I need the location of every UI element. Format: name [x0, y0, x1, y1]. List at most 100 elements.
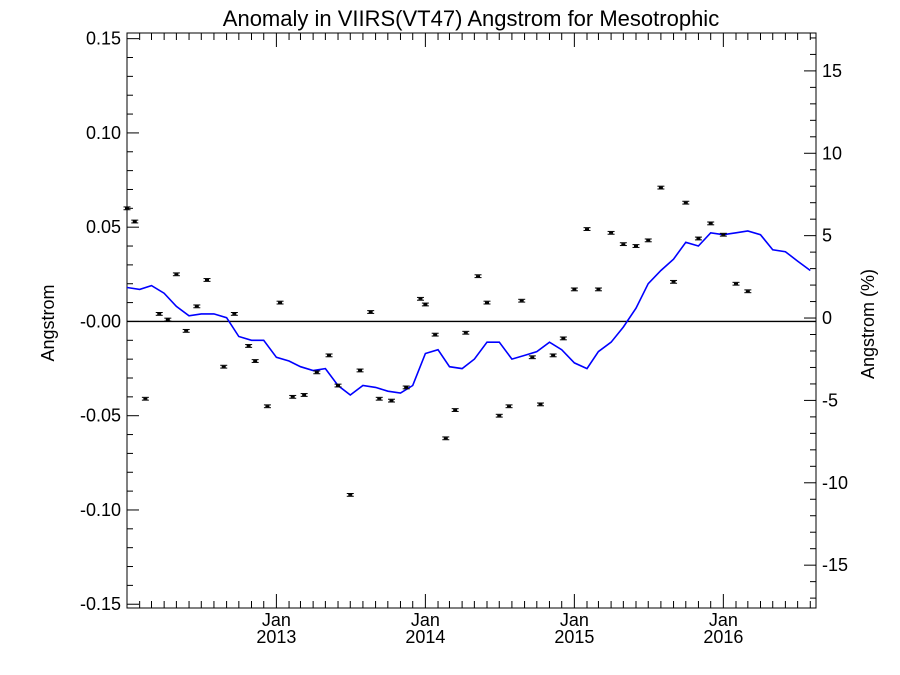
point-marker: [433, 333, 438, 336]
point-marker: [174, 273, 179, 276]
y-right-tick-label: 0: [822, 308, 832, 328]
y-left-tick-label: -0.00: [80, 311, 121, 331]
anomaly-point: [313, 370, 321, 375]
anomaly-point: [505, 404, 513, 409]
anomaly-point: [707, 221, 715, 226]
point-marker: [336, 384, 341, 387]
anomaly-point: [123, 206, 131, 211]
point-marker: [314, 371, 319, 374]
point-marker: [519, 299, 524, 302]
anomaly-point: [732, 281, 740, 286]
point-marker: [561, 337, 566, 340]
x-tick-year: 2013: [256, 627, 296, 647]
point-marker: [683, 201, 688, 204]
y-axis-left-label: Angstrom: [38, 284, 58, 361]
point-marker: [596, 288, 601, 291]
point-marker: [327, 354, 332, 357]
point-marker: [358, 369, 363, 372]
point-marker: [609, 231, 614, 234]
anomaly-point: [155, 312, 163, 316]
anomaly-point: [431, 332, 439, 337]
anomaly-point: [451, 408, 459, 412]
anomaly-point: [694, 236, 702, 241]
plot-frame: [126, 32, 817, 609]
point-marker: [348, 493, 353, 496]
anomaly-point: [182, 328, 190, 333]
chart-title: Anomaly in VIIRS(VT47) Angstrom for Meso…: [223, 6, 719, 31]
y-right-tick-label: 10: [822, 143, 842, 163]
point-marker: [538, 403, 543, 406]
anomaly-point: [416, 296, 424, 301]
anomaly-point: [276, 300, 284, 305]
anomaly-point: [164, 317, 172, 322]
point-marker: [453, 409, 458, 412]
anomaly-point: [474, 274, 482, 279]
anomaly-point: [356, 368, 364, 373]
y-left-tick-label: 0.10: [86, 123, 121, 143]
anomaly-point: [518, 298, 526, 303]
point-marker: [633, 245, 638, 248]
point-marker: [221, 365, 226, 368]
point-marker: [658, 186, 663, 189]
anomaly-point: [495, 413, 503, 418]
point-marker: [423, 303, 428, 306]
y-left-tick-label: -0.15: [80, 594, 121, 614]
anomaly-point: [230, 312, 238, 316]
point-marker: [290, 395, 295, 398]
y-axis-right: 15 10 5 0 -5 -10 -15: [804, 37, 848, 599]
anomaly-point: [387, 398, 395, 403]
anomaly-point: [203, 278, 211, 282]
anomaly-point: [559, 336, 567, 341]
point-marker: [302, 393, 307, 396]
y-right-tick-label: 15: [822, 61, 842, 81]
point-marker: [278, 301, 283, 304]
point-marker: [253, 360, 258, 363]
anomaly-point: [570, 287, 578, 292]
point-marker: [721, 233, 726, 236]
point-marker: [745, 290, 750, 293]
anomaly-point: [325, 353, 333, 358]
anomaly-point: [549, 353, 557, 358]
point-marker: [497, 414, 502, 417]
point-marker: [157, 312, 162, 315]
anomaly-point: [528, 355, 536, 360]
y-left-tick-label: 0.05: [86, 217, 121, 237]
anomaly-point: [607, 230, 615, 235]
axes: [126, 32, 817, 609]
point-marker: [476, 275, 481, 278]
point-marker: [572, 288, 577, 291]
anomaly-point: [462, 330, 470, 335]
anomaly-point: [300, 393, 308, 397]
point-marker: [621, 243, 626, 246]
anomaly-point: [421, 302, 429, 307]
y-right-tick-label: -10: [822, 473, 848, 493]
y-axis-left: 0.15 0.10 0.05 -0.00 -0.05 -0.10 -0.15: [80, 29, 139, 614]
point-marker: [733, 282, 738, 285]
anomaly-point: [682, 200, 690, 205]
anomaly-point: [536, 402, 544, 407]
point-marker: [194, 305, 199, 308]
point-marker: [132, 220, 137, 223]
point-marker: [232, 312, 237, 315]
y-left-tick-label: 0.15: [86, 29, 121, 49]
anomaly-points: [123, 185, 752, 497]
point-marker: [246, 344, 251, 347]
x-tick-month: Jan: [560, 610, 589, 630]
anomaly-point: [719, 232, 727, 237]
anomaly-point: [220, 364, 228, 369]
anomaly-point: [131, 219, 139, 224]
anomaly-point: [375, 396, 383, 401]
point-marker: [551, 354, 556, 357]
anomaly-point: [483, 300, 491, 305]
anomaly-point: [644, 238, 652, 243]
y-right-tick-label: 5: [822, 226, 832, 246]
point-marker: [708, 222, 713, 225]
anomaly-point: [263, 404, 271, 409]
anomaly-point: [141, 396, 149, 401]
point-marker: [165, 318, 170, 321]
point-marker: [443, 437, 448, 440]
x-tick-year: 2015: [554, 627, 594, 647]
anomaly-point: [442, 436, 450, 441]
anomaly-point: [346, 492, 354, 497]
y-axis-right-label: Angstrom (%): [858, 269, 878, 379]
